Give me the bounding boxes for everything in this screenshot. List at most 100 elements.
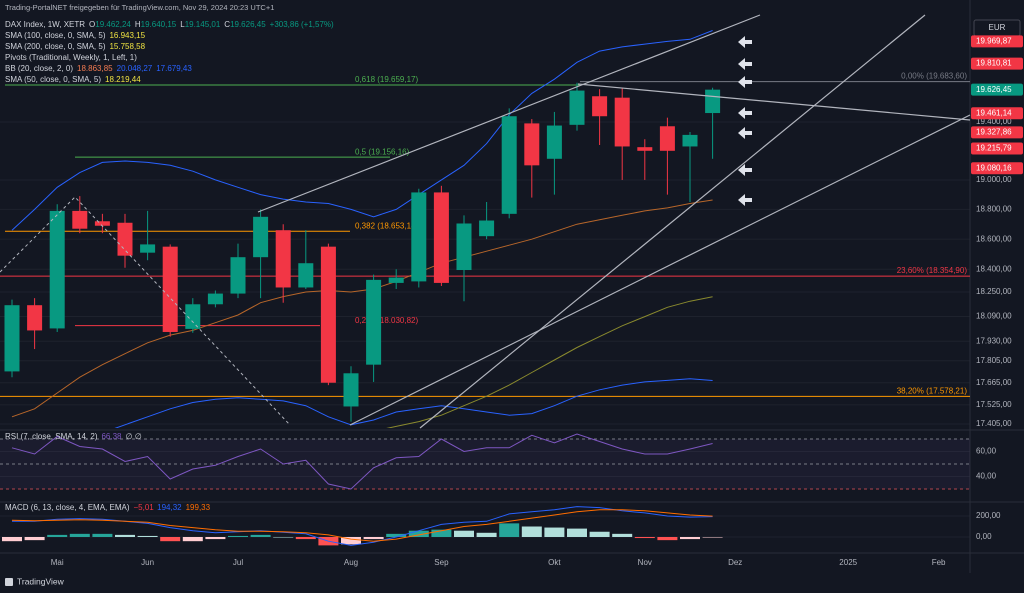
price-tag xyxy=(971,126,1023,139)
y-tick-label: 19.400,00 xyxy=(976,117,1012,126)
candle-body xyxy=(433,192,449,283)
macd-histogram-bar xyxy=(499,523,520,537)
candle-body xyxy=(569,90,585,125)
arrow xyxy=(738,127,752,139)
macd-histogram-bar xyxy=(476,532,497,537)
arrows xyxy=(738,36,752,206)
macd-histogram-bar xyxy=(47,534,68,537)
fib-label: 0,5 (19.156,16) xyxy=(355,147,410,156)
macd-value: −5,01 xyxy=(133,503,154,512)
arrow xyxy=(738,36,752,48)
legend-item: BB (20, close, 2, 0) xyxy=(5,64,73,73)
macd-value: 199,33 xyxy=(186,503,211,512)
y-tick-label: 200,00 xyxy=(976,511,1001,520)
x-tick-label: 2025 xyxy=(839,558,857,567)
logo-icon xyxy=(5,578,13,586)
price-tag xyxy=(971,57,1023,70)
y-tick-label: 18.250,00 xyxy=(976,287,1012,296)
candle-body xyxy=(546,125,562,159)
legend-item: 18.219,44 xyxy=(105,75,141,84)
macd-line xyxy=(11,509,713,542)
y-tick-label: 18.800,00 xyxy=(976,205,1012,214)
fib-label: 23,60% (18.354,90) xyxy=(897,266,968,275)
legend-item: SMA (50, close, 0, SMA, 5) xyxy=(5,75,101,84)
y-tick-label: 17.930,00 xyxy=(976,336,1012,345)
candle-body xyxy=(524,123,540,166)
candle-body xyxy=(705,89,721,114)
fib-label: 0,618 (19.659,17) xyxy=(355,75,418,84)
legend-item: 19.640,15 xyxy=(141,20,177,29)
dashed-line xyxy=(0,196,291,426)
macd-histogram-bar xyxy=(408,530,429,537)
macd-histogram-bar xyxy=(612,533,633,537)
x-tick-label: Mai xyxy=(51,558,64,567)
rsi-legend: RSI (7, close, SMA, 14, 2) 66,38 ∅ ∅ xyxy=(5,432,142,441)
macd-histogram-bar xyxy=(657,536,678,541)
price-tag-label: 19.626,45 xyxy=(976,85,1012,94)
price-tag-label: 19.810,81 xyxy=(976,59,1012,68)
arrow xyxy=(738,76,752,88)
candle-body xyxy=(456,223,472,271)
currency[interactable]: EUR xyxy=(989,23,1006,32)
price-tag xyxy=(971,107,1023,120)
candle-body xyxy=(298,263,314,288)
candle-body xyxy=(592,96,608,117)
x-tick-label: Jul xyxy=(233,558,243,567)
candle-body xyxy=(501,116,517,214)
macd-histogram-bar xyxy=(521,526,542,537)
macd-histogram-bar xyxy=(363,536,384,540)
macd-histogram-bar xyxy=(295,536,316,540)
candle-body xyxy=(637,147,653,151)
y-tick-label: 0,00 xyxy=(976,532,992,541)
y-tick-label: 19.000,00 xyxy=(976,175,1012,184)
y-tick-label: 17.665,00 xyxy=(976,378,1012,387)
candle-body xyxy=(320,246,336,383)
arrow xyxy=(738,107,752,119)
macd-histogram-bar xyxy=(680,536,700,540)
x-tick-label: Jun xyxy=(141,558,154,567)
arrow xyxy=(738,164,752,176)
price-tag xyxy=(971,162,1023,175)
shared-by: Trading-PortalNET freigegeben für Tradin… xyxy=(5,3,274,12)
overlay-line xyxy=(114,378,713,428)
legend-row: Pivots (Traditional, Weekly, 1, Left, 1) xyxy=(5,53,137,62)
rsi-extra: ∅ ∅ xyxy=(126,432,142,441)
legend-item: 17.679,43 xyxy=(156,64,192,73)
fib-label: 0,00% (19.683,60) xyxy=(901,72,967,81)
arrow xyxy=(738,194,752,206)
x-tick-label: Aug xyxy=(344,558,358,567)
price-tag-label: 19.327,86 xyxy=(976,127,1012,136)
macd-histogram-bar xyxy=(454,530,474,537)
legend-item: C xyxy=(224,20,230,29)
fib-label: 0,236 (18.030,82) xyxy=(355,316,418,325)
y-tick-label: 18.090,00 xyxy=(976,312,1012,321)
y-tick-label: 17.405,00 xyxy=(976,419,1012,428)
candle-body xyxy=(411,192,427,282)
price-tag-label: 19.969,87 xyxy=(976,36,1012,45)
macd-histogram-bar xyxy=(702,536,723,538)
legend-item: O xyxy=(89,20,95,29)
macd-histogram-bar xyxy=(341,536,361,545)
x-tick-label: Feb xyxy=(932,558,946,567)
y-tick-label: 17.805,00 xyxy=(976,356,1012,365)
legend-item: 19.626,45 xyxy=(230,20,266,29)
price-tag xyxy=(971,83,1023,96)
trend-line xyxy=(419,14,926,429)
macd-histogram-bar xyxy=(250,534,271,537)
price-plot: 0,618 (19.659,17) 0,5 (19.156,16) 0,382 (1… xyxy=(0,30,970,428)
legend-item: H xyxy=(135,20,141,29)
candle-body xyxy=(72,210,88,229)
trend-line xyxy=(349,114,971,426)
arrow xyxy=(738,58,752,70)
legend-item: SMA (200, close, 0, SMA, 5) xyxy=(5,42,106,51)
macd-histogram-bar xyxy=(2,536,22,542)
candle-body xyxy=(614,97,630,147)
legend-item: L xyxy=(180,20,185,29)
fib-label: 0,382 (18.653,18) xyxy=(355,221,418,230)
macd-histogram-bar xyxy=(567,528,587,537)
macd-histogram-bar xyxy=(69,533,90,537)
rsi-band xyxy=(0,439,970,489)
pane-borders xyxy=(0,0,1024,573)
legend-item: 15.758,58 xyxy=(109,42,145,51)
candle-body xyxy=(185,304,201,329)
